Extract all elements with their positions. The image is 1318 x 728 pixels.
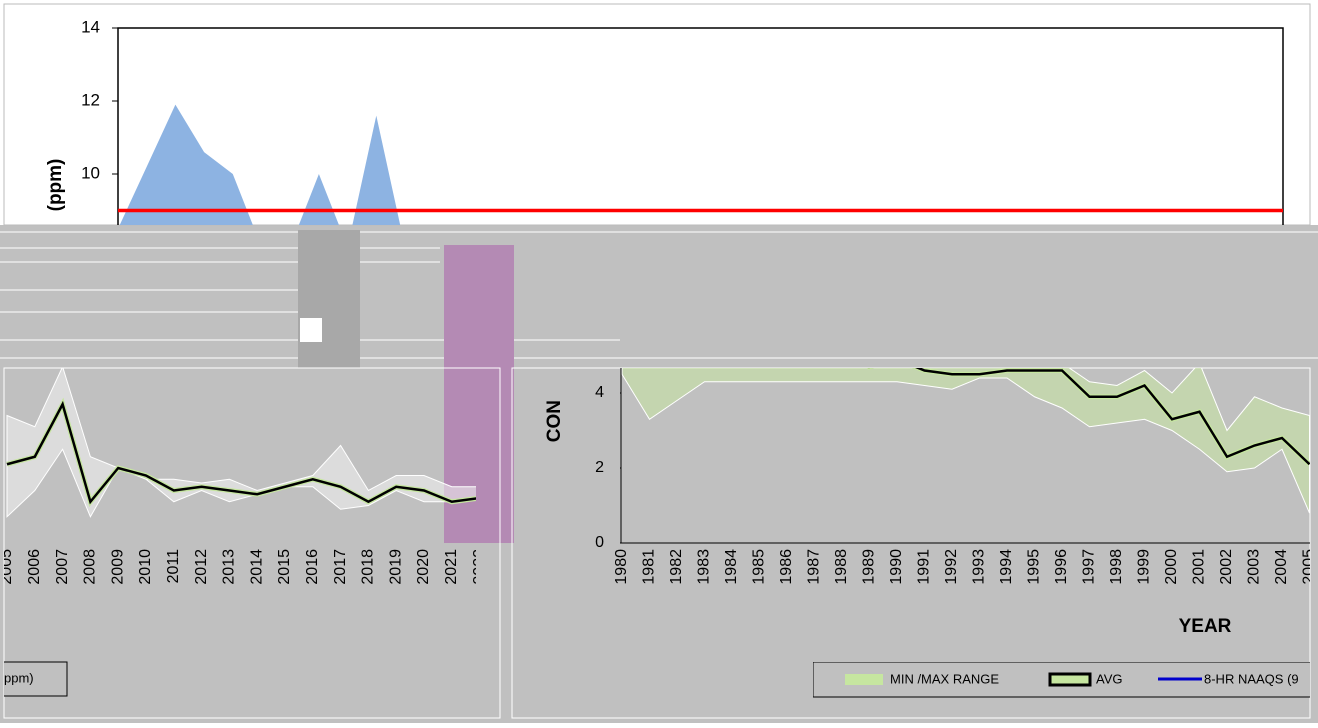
x-tick-label: 2013 bbox=[221, 549, 238, 585]
x-tick-label: 2000 bbox=[1163, 549, 1180, 585]
x-tick-label: 2015 bbox=[276, 549, 293, 585]
x-tick-label: 2014 bbox=[248, 549, 265, 585]
y-tick-label: 2 bbox=[595, 459, 604, 476]
range-area bbox=[621, 368, 1310, 514]
y-tick-label: 10 bbox=[81, 163, 100, 182]
x-tick-label: 2009 bbox=[109, 549, 126, 585]
plot-frame bbox=[117, 27, 1284, 225]
legend-label: AVG bbox=[1096, 671, 1123, 686]
x-tick-label: 1998 bbox=[1108, 549, 1125, 585]
x-tick-label: 1995 bbox=[1026, 549, 1043, 585]
x-tick-label: 2022 bbox=[471, 549, 488, 585]
avg-line bbox=[868, 368, 1310, 466]
glitch-block bbox=[298, 230, 360, 368]
x-tick-label: 2011 bbox=[165, 549, 182, 584]
y-tick-label: 4 bbox=[595, 384, 604, 401]
x-tick-label: 1997 bbox=[1081, 549, 1098, 585]
x-tick-label: 2017 bbox=[332, 549, 349, 585]
x-tick-label: 1986 bbox=[778, 549, 795, 585]
left-chart: 2005 2006 2007 2008 2009 2010 2011 2012 2013 2014… bbox=[0, 368, 488, 697]
range-area bbox=[6, 368, 476, 518]
glitch-block bbox=[300, 318, 322, 342]
avg-line bbox=[6, 400, 476, 505]
area bbox=[119, 104, 401, 225]
x-tick-label: 1999 bbox=[1136, 549, 1153, 585]
legend-label: MIN /MAX RANGE bbox=[890, 671, 999, 686]
right-chart: 1980 1981 1982 1983 1984 1985 1986 1987 1988 1989… bbox=[544, 368, 1318, 698]
x-tick-label: 1980 bbox=[613, 549, 630, 585]
x-tick-label: 2018 bbox=[360, 549, 377, 585]
x-tick-label: 2004 bbox=[1273, 549, 1290, 585]
top-chart: 8101214(ppm) bbox=[45, 17, 1284, 225]
plot bbox=[6, 368, 476, 518]
legend-swatch bbox=[845, 674, 883, 685]
x-tick-label: 2019 bbox=[387, 549, 404, 585]
x-tick-label: 2008 bbox=[82, 549, 99, 585]
legend-label: ppm) bbox=[4, 670, 34, 685]
x-tick-label: 1982 bbox=[668, 549, 685, 585]
x-axis-label: YEAR bbox=[1179, 616, 1232, 637]
y-tick-label: 0 bbox=[595, 534, 604, 551]
y-tick-label: 14 bbox=[81, 17, 100, 36]
x-tick-label: 2005 bbox=[0, 549, 15, 585]
x-tick-label: 1989 bbox=[861, 549, 878, 585]
y-tick-label: 12 bbox=[81, 90, 100, 109]
x-tick-label: 2005 bbox=[1301, 549, 1318, 585]
plot: 0 2 4 bbox=[595, 384, 604, 551]
x-tick-label: 1992 bbox=[943, 549, 960, 585]
x-tick-label: 2001 bbox=[1191, 549, 1208, 585]
y-axis-label: CON bbox=[544, 400, 565, 442]
x-tick-label: 1996 bbox=[1053, 549, 1070, 585]
x-tick-label: 1984 bbox=[723, 549, 740, 585]
legend bbox=[4, 661, 68, 697]
x-tick-label: 2021 bbox=[443, 549, 460, 585]
y-axis-label: (ppm) bbox=[45, 159, 66, 212]
legend-label: 8-HR NAAQS (9 bbox=[1204, 671, 1299, 686]
x-tick-label: 1990 bbox=[888, 549, 905, 585]
x-tick-label: 2020 bbox=[415, 549, 432, 585]
x-tick-label: 1988 bbox=[833, 549, 850, 585]
x-tick-label: 1985 bbox=[751, 549, 768, 585]
x-tick-label: 2002 bbox=[1218, 549, 1235, 585]
x-tick-label: 2012 bbox=[193, 549, 210, 585]
plot: MIN /MAX RANGE AVG 8-HR NAAQS (9 bbox=[813, 662, 1310, 698]
x-tick-label: 1994 bbox=[998, 549, 1015, 585]
x-tick-label: 1983 bbox=[696, 549, 713, 585]
background bbox=[0, 225, 1318, 723]
x-tick-label: 1991 bbox=[916, 549, 933, 585]
x-tick-label: 1987 bbox=[806, 549, 823, 585]
x-tick-label: 2010 bbox=[137, 549, 154, 585]
x-tick-label: 1993 bbox=[971, 549, 988, 585]
plot bbox=[621, 368, 1310, 514]
legend-swatch bbox=[1048, 672, 1092, 687]
x-tick-label: 2006 bbox=[26, 549, 43, 585]
x-tick-label: 1981 bbox=[641, 549, 658, 585]
x-tick-label: 2003 bbox=[1246, 549, 1263, 585]
x-tick-label: 2016 bbox=[304, 549, 321, 585]
x-tick-label: 2007 bbox=[54, 549, 71, 585]
left-panel bbox=[3, 367, 501, 719]
